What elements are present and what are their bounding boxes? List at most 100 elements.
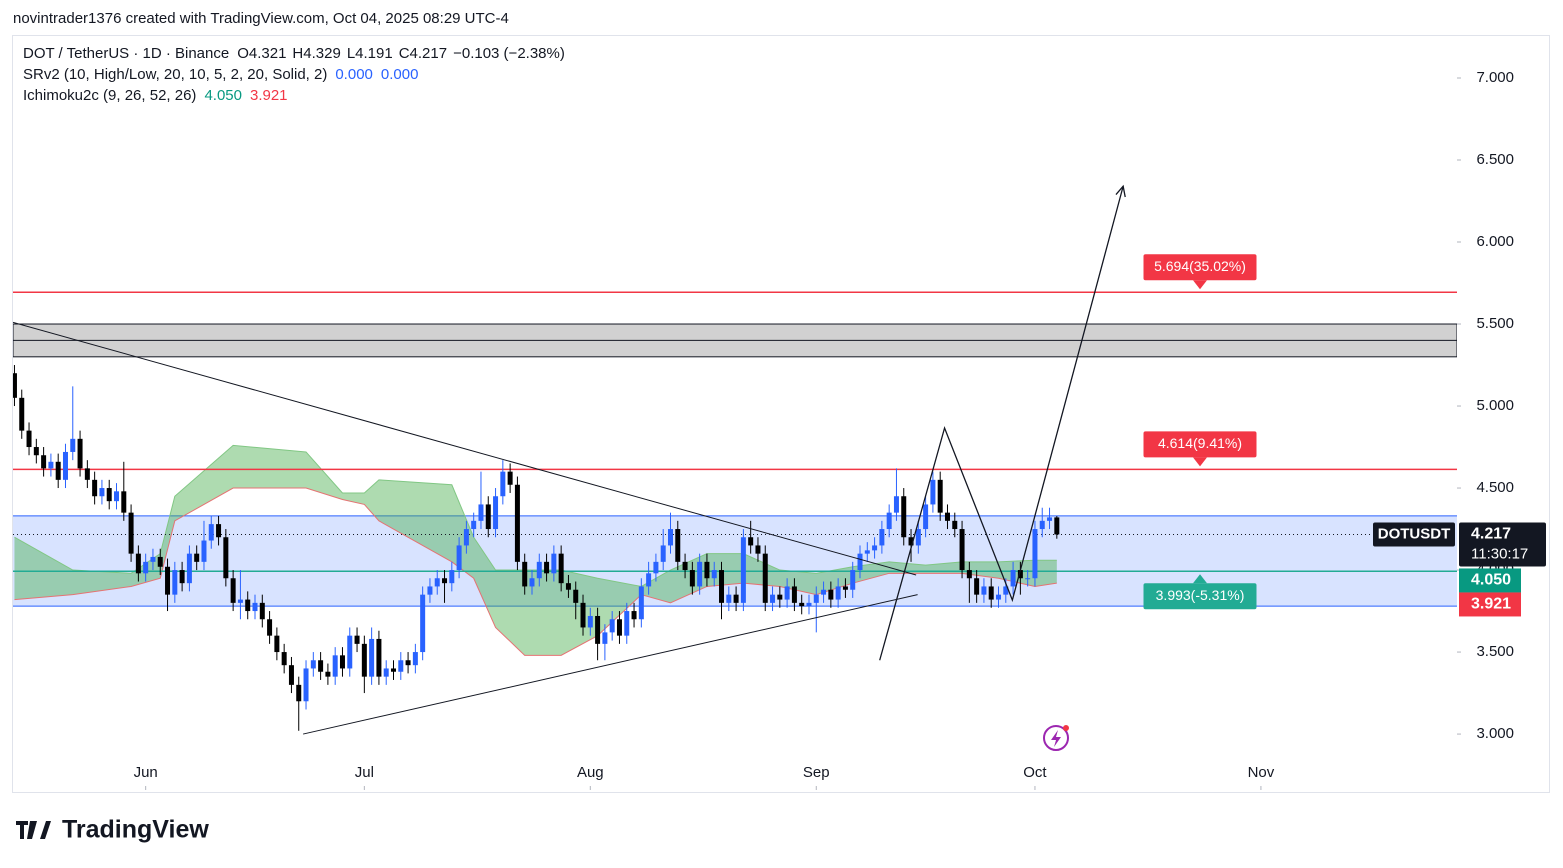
candle-body bbox=[981, 586, 987, 595]
y-tick-label: 5.500 bbox=[1476, 315, 1514, 332]
candle bbox=[121, 461, 127, 521]
candle bbox=[369, 627, 375, 685]
candle-body bbox=[259, 602, 265, 620]
candle-body bbox=[143, 561, 149, 574]
candle-body bbox=[864, 550, 870, 554]
candle-body bbox=[697, 561, 703, 587]
candle bbox=[245, 591, 251, 620]
candle bbox=[77, 430, 83, 477]
candle bbox=[135, 545, 141, 582]
candle bbox=[719, 561, 725, 620]
level-label: 3.993(-5.31%) bbox=[1156, 587, 1245, 603]
symbol-tag: DOTUSDT bbox=[1378, 525, 1451, 542]
candle bbox=[1039, 507, 1045, 538]
candle bbox=[201, 520, 207, 571]
candle-body bbox=[361, 643, 367, 677]
candle bbox=[573, 581, 579, 620]
candle-body bbox=[325, 671, 331, 677]
candle-body bbox=[726, 594, 732, 603]
candle bbox=[930, 471, 936, 513]
candle bbox=[19, 389, 25, 439]
candle bbox=[165, 558, 171, 612]
y-tick-label: 3.000 bbox=[1476, 725, 1514, 742]
candle-body bbox=[471, 520, 477, 530]
candle bbox=[485, 496, 491, 538]
candle-body bbox=[208, 524, 214, 541]
countdown: 11:30:17 bbox=[1471, 545, 1528, 562]
candle bbox=[988, 578, 994, 608]
candle-body bbox=[70, 438, 76, 452]
candle bbox=[194, 545, 200, 571]
candle-body bbox=[172, 570, 178, 595]
candle bbox=[281, 643, 287, 674]
candle bbox=[653, 553, 659, 582]
legend-indicator: Ichimoku2c (9, 26, 52, 26) 4.050 3.921 bbox=[23, 87, 288, 104]
candle bbox=[1025, 570, 1031, 587]
candle-body bbox=[485, 504, 491, 530]
legend-ohlc-key: C bbox=[399, 45, 410, 62]
candle bbox=[252, 594, 258, 620]
candle bbox=[514, 476, 520, 571]
level-label: 4.614(9.41%) bbox=[1158, 435, 1242, 451]
candle bbox=[310, 652, 316, 677]
y-tick-label: 6.500 bbox=[1476, 151, 1514, 168]
legend-ohlc-value: 4.191 bbox=[355, 45, 393, 62]
level-label-box bbox=[1143, 583, 1257, 610]
cloud-span-b bbox=[14, 487, 1057, 656]
level-label: 5.694(35.02%) bbox=[1154, 258, 1246, 274]
candle bbox=[274, 627, 280, 661]
candle-body bbox=[507, 471, 513, 485]
candle-body bbox=[201, 540, 207, 562]
candle-body bbox=[770, 594, 776, 603]
candle bbox=[361, 635, 367, 694]
candle bbox=[507, 463, 513, 493]
last-price-box bbox=[1459, 522, 1546, 567]
candle bbox=[602, 624, 608, 661]
candle bbox=[471, 512, 477, 538]
candle-body bbox=[296, 684, 302, 702]
candle bbox=[944, 504, 950, 530]
candle-body bbox=[26, 430, 32, 448]
candle-body bbox=[354, 635, 360, 644]
candle-body bbox=[784, 586, 790, 600]
candle bbox=[587, 607, 593, 636]
candle-body bbox=[638, 586, 644, 620]
candle-body bbox=[493, 496, 499, 530]
candle bbox=[806, 594, 812, 615]
candle-body bbox=[194, 553, 200, 562]
candle-body bbox=[529, 578, 535, 587]
candle bbox=[427, 578, 433, 603]
candle-body bbox=[616, 619, 622, 636]
last-price: 4.217 bbox=[1471, 526, 1511, 543]
lightning-icon bbox=[1043, 725, 1069, 751]
candle-body bbox=[930, 479, 936, 505]
candle bbox=[660, 529, 666, 571]
candle bbox=[981, 578, 987, 603]
candle bbox=[638, 578, 644, 628]
cloud-fill bbox=[14, 445, 1057, 656]
candle bbox=[558, 545, 564, 592]
candle-body bbox=[631, 611, 637, 620]
candle bbox=[296, 676, 302, 731]
candle-body bbox=[150, 556, 156, 562]
candle bbox=[726, 586, 732, 612]
candle bbox=[390, 660, 396, 680]
candle-body bbox=[944, 512, 950, 521]
candle-body bbox=[318, 660, 324, 672]
candle-body bbox=[19, 397, 25, 431]
candle bbox=[99, 479, 105, 505]
candle-body bbox=[33, 447, 39, 456]
candle-body bbox=[84, 468, 90, 480]
candle-body bbox=[106, 488, 112, 502]
candle-body bbox=[573, 589, 579, 603]
candle-body bbox=[274, 635, 280, 653]
candle-body bbox=[48, 461, 54, 469]
candle-body bbox=[92, 479, 98, 497]
candle bbox=[434, 570, 440, 595]
candle bbox=[412, 643, 418, 674]
x-tick-label: Aug bbox=[577, 764, 604, 781]
candle-body bbox=[988, 586, 994, 600]
candle bbox=[463, 520, 469, 554]
candle-body bbox=[1039, 520, 1045, 530]
candle-body bbox=[332, 655, 338, 677]
